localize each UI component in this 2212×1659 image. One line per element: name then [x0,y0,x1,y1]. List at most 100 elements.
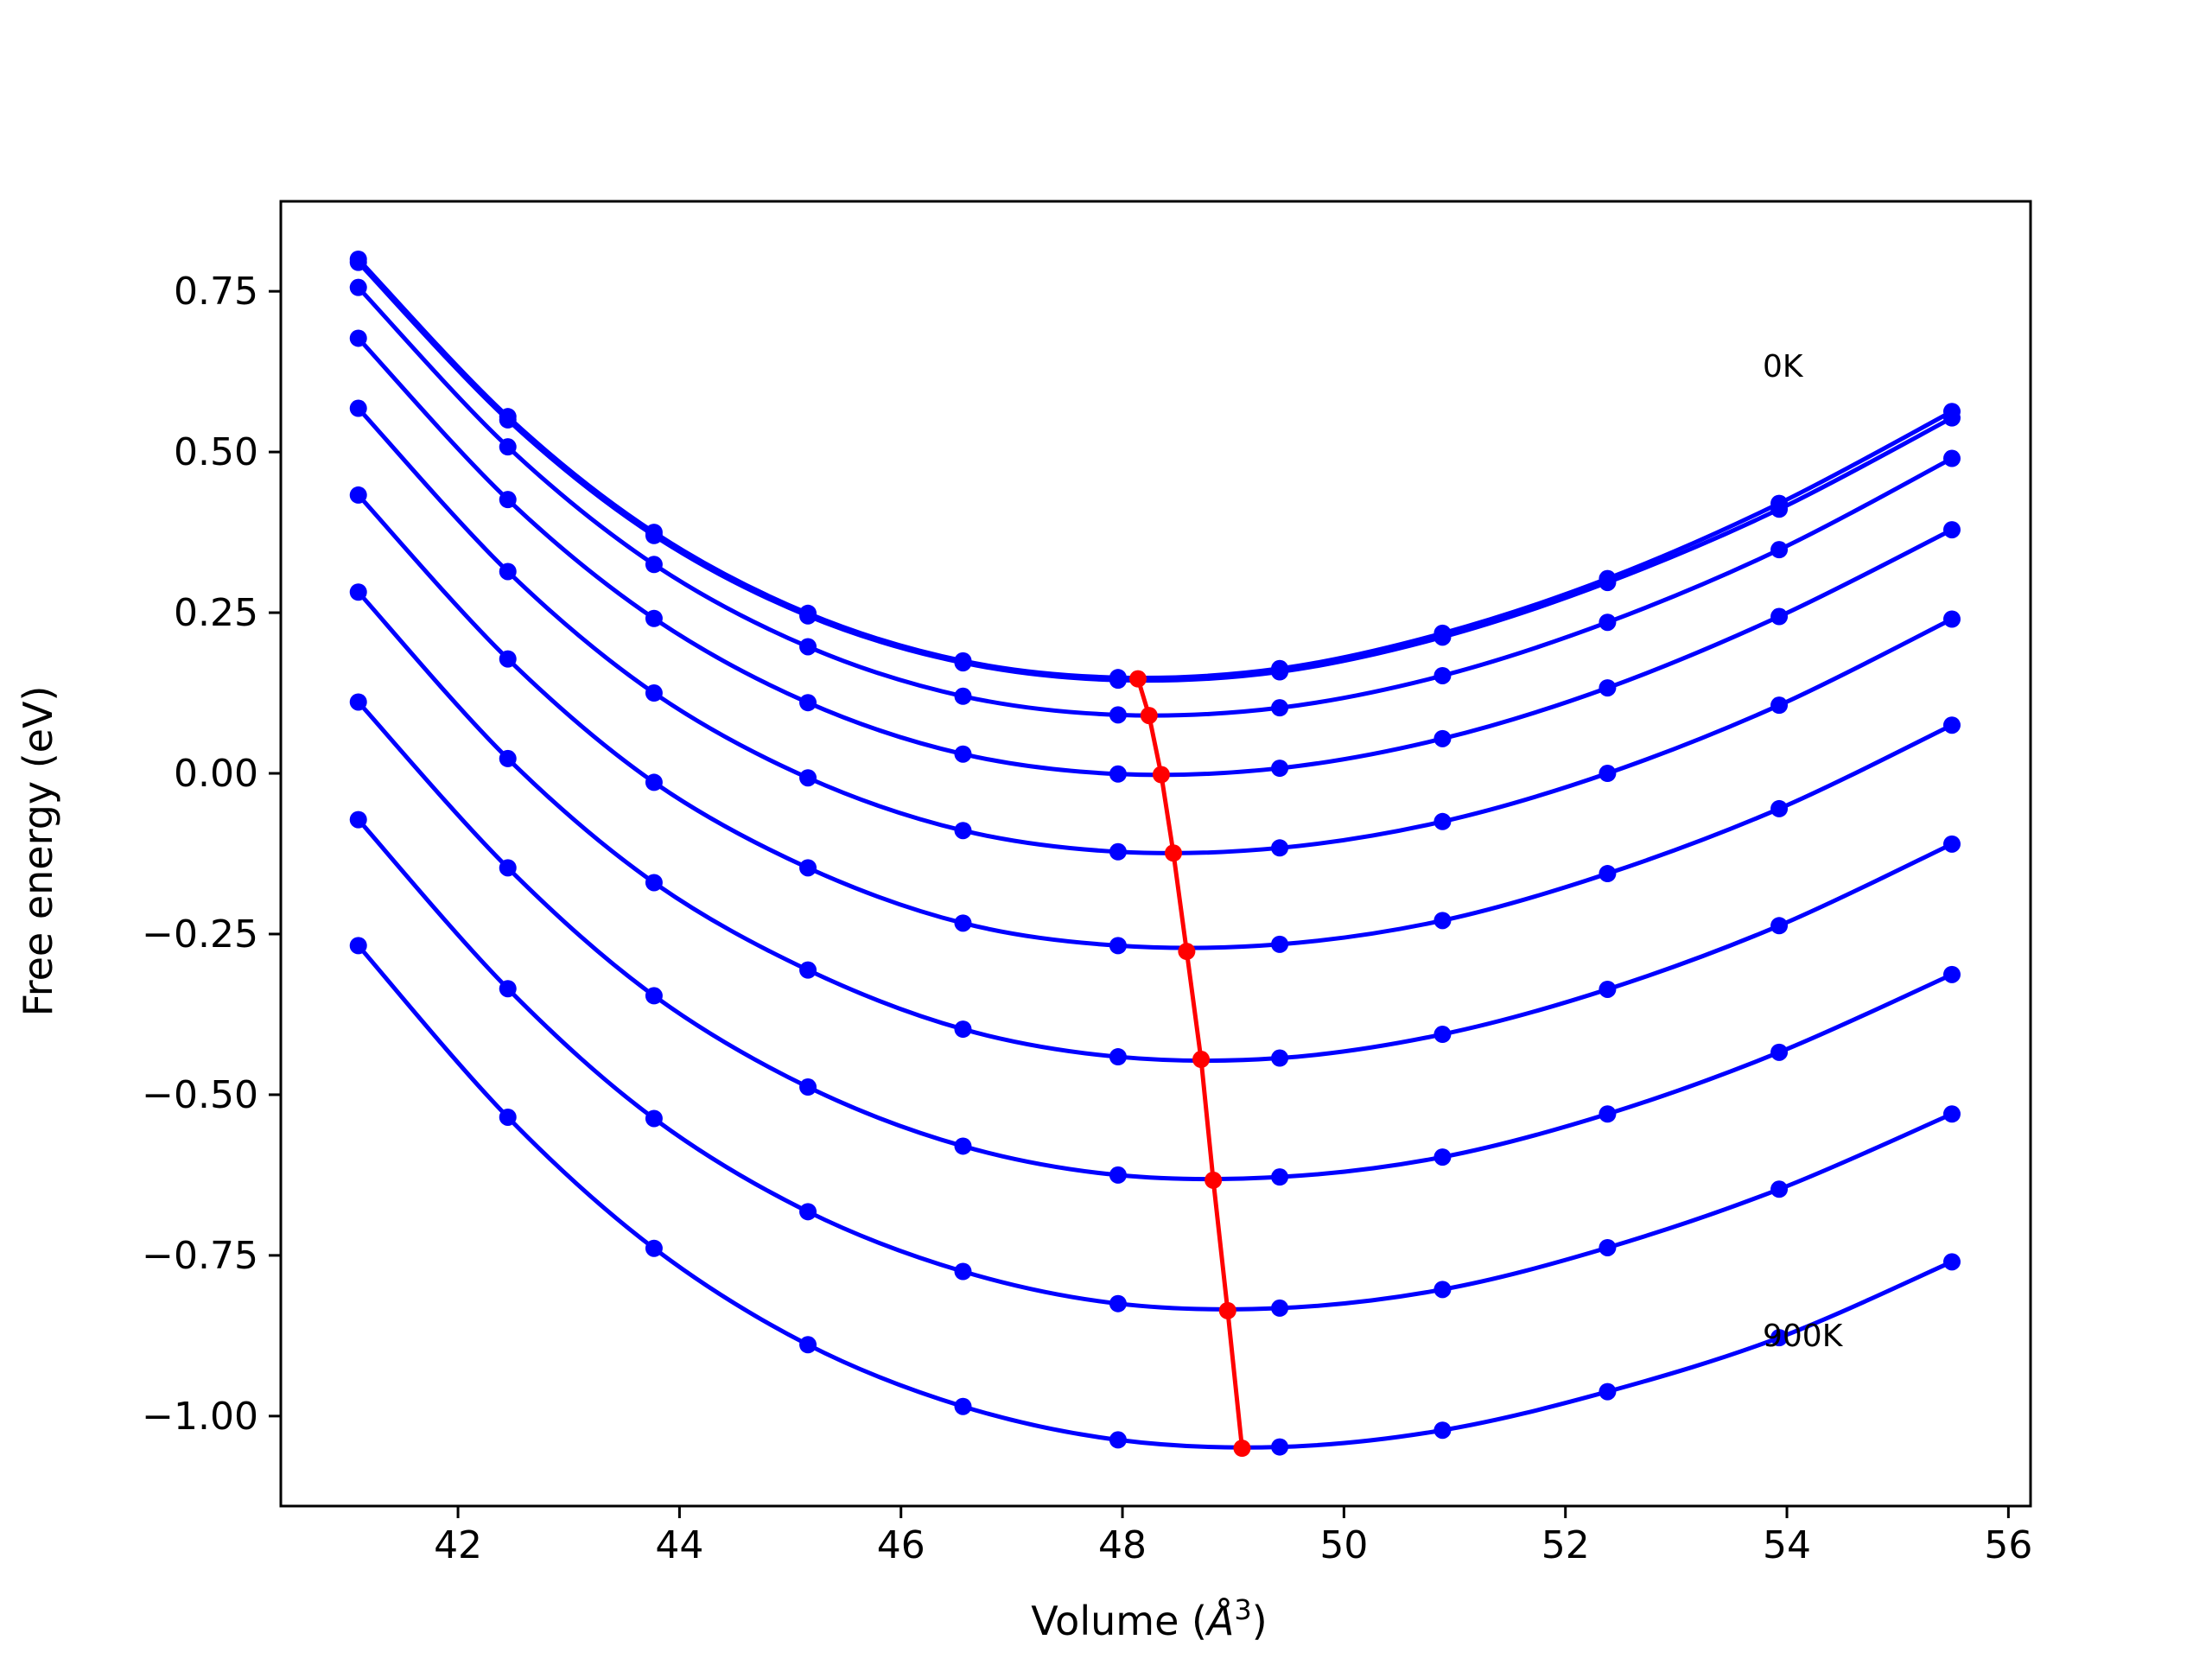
series-4-point-0 [349,399,367,417]
y-tick-label-1: 0.50 [174,430,258,474]
minimum-point-5 [1192,1051,1211,1069]
x-axis-label-unit: Å [1205,1598,1234,1644]
series-8-point-7 [1433,1281,1452,1299]
series-8-point-8 [1599,1238,1617,1256]
annotation-900k: 900K [1763,1319,1844,1354]
series-4-point-5 [1109,842,1127,861]
x-axis-label: Volume (Å3) [1031,1593,1267,1644]
series-1-point-10 [1943,409,1961,427]
series-2-point-8 [1599,613,1617,632]
series-5-point-3 [799,859,817,877]
series-7-point-0 [349,693,367,711]
series-6-point-10 [1943,835,1961,853]
series-line-1 [356,260,1954,683]
y-tick-label-0: 0.75 [174,270,258,314]
x-tick-label-50: 50 [1319,1523,1368,1567]
series-1-point-8 [1599,574,1617,592]
series-1-point-0 [349,253,367,271]
series-1-point-9 [1770,500,1789,518]
series-6-point-9 [1770,917,1789,935]
series-3-point-2 [645,609,663,627]
x-tick-label-48: 48 [1098,1523,1147,1567]
series-2-point-1 [499,438,517,456]
series-3-point-3 [799,694,817,712]
y-tick-label-4: −0.25 [142,912,258,957]
series-1-point-1 [499,410,517,429]
series-9-point-3 [799,1336,817,1354]
series-3-point-6 [1271,760,1289,778]
minimum-point-4 [1178,943,1196,961]
series-9-point-1 [499,1108,517,1126]
series-layer [349,250,1961,1456]
series-7-point-8 [1599,1105,1617,1123]
series-7-point-10 [1943,965,1961,983]
series-1-point-2 [645,526,663,544]
y-tick-label-6: −0.75 [142,1234,258,1278]
series-3-point-8 [1599,679,1617,697]
x-axis-label-close: ) [1252,1598,1268,1644]
series-line-8 [356,817,1953,1312]
series-4-point-9 [1770,696,1789,715]
series-9-point-0 [349,937,367,955]
series-5-point-2 [645,773,663,791]
x-tick-label-42: 42 [434,1523,482,1567]
minimum-point-7 [1218,1301,1236,1319]
y-tick-label-5: −0.50 [142,1073,258,1117]
series-5-point-4 [954,914,972,932]
series-7-point-6 [1271,1168,1289,1186]
series-2-point-5 [1109,706,1127,724]
series-9-point-4 [954,1397,972,1415]
x-axis-label-text: Volume ( [1031,1598,1207,1644]
x-tick-label-46: 46 [877,1523,925,1567]
series-3-point-9 [1770,607,1789,626]
series-7-point-3 [799,1078,817,1096]
series-1-point-3 [799,607,817,625]
series-2-point-9 [1770,541,1789,559]
x-tick-label-56: 56 [1984,1523,2032,1567]
minimum-point-3 [1165,844,1183,862]
series-3-point-0 [349,329,367,347]
series-7-point-5 [1109,1166,1127,1184]
x-tick-label-52: 52 [1541,1523,1590,1567]
series-6-point-5 [1109,1048,1127,1066]
series-8-point-6 [1271,1299,1289,1317]
series-2-point-7 [1433,666,1452,684]
series-8-point-5 [1109,1294,1127,1313]
series-1-point-6 [1271,663,1289,681]
series-7-point-7 [1433,1148,1452,1166]
series-1-point-5 [1109,671,1127,690]
series-4-point-2 [645,684,663,702]
minimum-point-8 [1233,1440,1251,1458]
series-5-point-5 [1109,937,1127,955]
series-1-point-7 [1433,628,1452,646]
series-2-point-4 [954,687,972,705]
series-3-point-5 [1109,765,1127,783]
series-8-point-2 [645,1109,663,1128]
series-7-point-2 [645,987,663,1005]
series-2-point-0 [349,278,367,296]
series-7-point-9 [1770,1043,1789,1061]
series-line-9 [356,944,1954,1450]
series-8-point-9 [1770,1180,1789,1198]
series-3-point-1 [499,491,517,509]
series-9-point-9 [1770,1329,1789,1347]
y-tick-label-3: 0.00 [174,752,258,796]
series-1-point-4 [954,654,972,672]
series-8-point-0 [349,810,367,829]
x-axis: 42 44 46 48 50 52 54 56 [434,1506,2032,1567]
minimum-line-layer [1128,670,1251,1458]
series-line-0 [356,257,1954,681]
series-line-6 [356,590,1954,1064]
x-tick-label-44: 44 [655,1523,703,1567]
series-9-point-8 [1599,1382,1617,1401]
series-2-point-3 [799,638,817,656]
series-5-point-8 [1599,865,1617,883]
plot-area-frame [279,200,2032,1508]
series-8-point-10 [1943,1105,1961,1123]
series-7-point-1 [499,859,517,877]
series-4-point-1 [499,563,517,581]
series-7-point-4 [954,1137,972,1155]
series-6-point-6 [1271,1049,1289,1067]
series-9-point-2 [645,1239,663,1257]
minimum-volume-line [1135,677,1244,1449]
